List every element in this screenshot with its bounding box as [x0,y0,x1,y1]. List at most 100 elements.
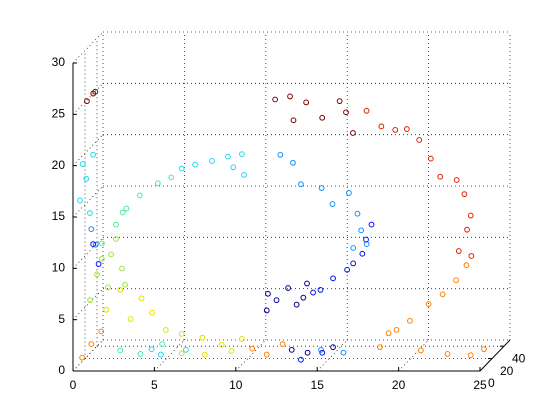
z-tick-label: 0 [58,363,65,377]
point [310,289,316,296]
point [95,261,102,267]
point [84,98,90,105]
point [303,99,310,106]
point [265,290,271,297]
point [230,164,237,171]
point [444,351,451,357]
point [224,153,231,160]
point [304,349,311,356]
point [263,351,270,358]
grid-line [72,288,104,320]
point [178,165,185,172]
point [113,236,119,242]
point [88,341,95,347]
grid-line [72,134,104,166]
point [79,161,86,167]
point [358,227,365,234]
point [293,301,300,308]
point [272,96,279,103]
point [148,346,155,353]
x-tick-label: 15 [311,378,325,392]
point [199,334,206,341]
point [77,197,83,204]
point [461,191,468,198]
x-tick-label: 0 [70,378,77,392]
point [318,185,325,191]
point [88,226,95,233]
point [319,349,326,356]
point [228,347,235,354]
point [285,285,291,291]
x-tick-label: 10 [229,378,243,392]
point [350,130,356,136]
point [127,316,134,322]
point [378,123,385,130]
point [304,280,310,287]
grid-line [72,31,104,64]
point [481,346,487,353]
point [318,346,324,353]
point [298,356,304,363]
y-tick-label: 40 [512,351,526,365]
point [298,181,304,188]
x-tick-label: 20 [392,378,406,392]
point [241,172,247,178]
point [249,345,256,352]
point [407,317,413,324]
point [117,286,124,293]
point [273,297,280,304]
point [437,173,444,180]
point [92,88,99,95]
point [277,151,284,158]
point [94,271,100,278]
z-tick-label: 5 [58,312,65,326]
point [105,284,111,291]
point [363,236,369,243]
point [453,177,460,183]
point [403,126,410,132]
point [317,286,324,293]
point [393,326,400,333]
z-tick-label: 25 [52,107,66,121]
point [192,161,199,168]
point [425,301,432,307]
point [79,354,86,361]
point [113,221,119,228]
point [330,275,336,282]
point [183,346,189,353]
grid-line [398,339,429,372]
point [467,352,474,359]
x-tick-label: 5 [151,378,158,392]
point [344,266,351,273]
point [158,351,164,358]
point [87,297,93,304]
point [468,253,475,259]
point [83,175,90,182]
point [103,306,110,313]
point [287,93,293,100]
point [159,341,166,347]
point [288,346,295,353]
point [346,190,352,196]
point [377,344,383,351]
point [427,155,434,162]
grid-line [72,237,104,269]
point [329,201,336,207]
point [98,255,105,262]
point [90,151,97,158]
point [300,294,307,301]
point [92,241,99,248]
point [98,240,105,247]
point [123,205,130,212]
point [178,330,185,337]
point [319,114,326,121]
y-tick-label: 0 [488,376,495,390]
point [137,351,144,357]
point [290,159,296,166]
point [290,117,297,124]
z-tick-label: 15 [52,209,66,223]
z-tick-label: 20 [52,158,66,172]
z-tick-label: 10 [52,261,66,275]
point [119,209,126,216]
